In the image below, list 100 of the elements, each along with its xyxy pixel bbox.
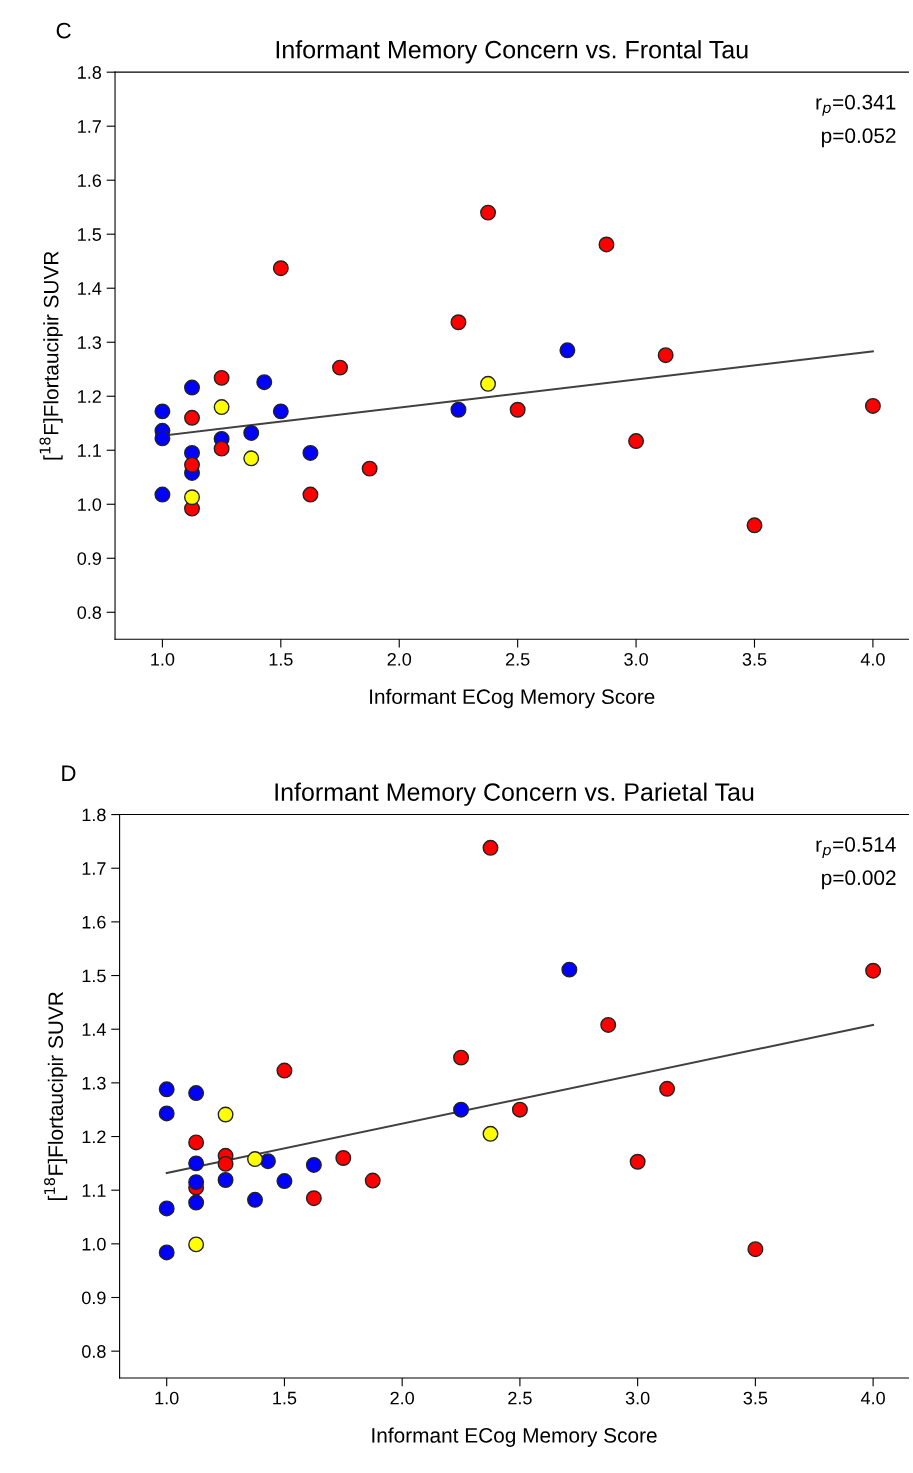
- y-tick-label: 0.8: [77, 606, 102, 619]
- point: [188, 1155, 205, 1172]
- point: [511, 1101, 528, 1118]
- y-axis-title: [$^{18}$F]Flortaucipir SUVR: [39, 251, 63, 460]
- x-tick-label: 3.0: [624, 652, 648, 666]
- point: [302, 444, 319, 461]
- point: [188, 1174, 205, 1191]
- point: [158, 1244, 175, 1261]
- x-tick-label: 1.0: [151, 652, 175, 666]
- annotation: p=0.002: [822, 870, 896, 890]
- chart-title: Informant Memory Concern vs. Parietal Tau: [275, 782, 754, 806]
- x-tick-label: 2.0: [390, 1391, 415, 1405]
- point: [154, 430, 171, 447]
- point: [450, 314, 467, 331]
- y-tick-label: 1.8: [78, 66, 102, 79]
- point: [213, 399, 230, 416]
- text: C: [56, 22, 71, 39]
- point: [509, 401, 526, 418]
- text: D: [62, 765, 76, 781]
- y-tick-label: 1.4: [78, 282, 102, 295]
- point: [217, 1155, 234, 1172]
- point: [659, 1080, 676, 1097]
- point: [361, 460, 378, 477]
- point: [864, 397, 881, 414]
- point: [188, 1085, 205, 1102]
- y-tick-label: 1.6: [82, 915, 106, 929]
- y-tick-label: 0.9: [82, 1291, 106, 1305]
- y-tick-label: 1.4: [82, 1023, 106, 1036]
- point: [364, 1172, 381, 1189]
- point: [305, 1156, 322, 1173]
- y-tick-label: 1.1: [78, 444, 101, 457]
- x-tick-label: 1.0: [155, 1391, 179, 1405]
- y-tick-label: 1.3: [78, 336, 102, 349]
- point: [629, 1153, 646, 1170]
- y-tick-label: 1.0: [82, 1237, 106, 1251]
- point: [217, 1106, 234, 1123]
- point: [600, 1016, 617, 1033]
- y-tick-label: 1.8: [82, 808, 106, 822]
- y-tick-label: 1.5: [82, 969, 106, 983]
- point: [598, 236, 615, 253]
- point: [243, 424, 260, 441]
- annotation: p=0.052: [822, 128, 896, 148]
- x-axis-title: Informant ECog Memory Score: [370, 688, 655, 709]
- point: [154, 486, 171, 503]
- point: [482, 1125, 499, 1142]
- point: [453, 1101, 470, 1118]
- point: [188, 1134, 205, 1151]
- point: [628, 433, 645, 450]
- point: [332, 359, 349, 376]
- y-tick-label: 1.2: [78, 390, 101, 403]
- x-tick-label: 3.5: [743, 1391, 768, 1405]
- y-tick-label: 0.9: [77, 552, 101, 565]
- x-tick-label: 2.5: [508, 1391, 532, 1405]
- x-tick-label: 2.0: [387, 652, 412, 666]
- point: [335, 1150, 352, 1166]
- annotation: r$_{p}$=0.514: [816, 837, 896, 859]
- point: [217, 1172, 234, 1188]
- point: [482, 839, 499, 856]
- point: [276, 1062, 293, 1079]
- annotation: r$_{p}$=0.341: [816, 94, 896, 116]
- point: [746, 517, 763, 534]
- point: [480, 204, 497, 221]
- x-axis-title: Informant ECog Memory Score: [372, 1427, 657, 1447]
- point: [188, 1236, 205, 1253]
- point: [305, 1190, 322, 1207]
- point: [302, 486, 319, 503]
- point: [450, 401, 467, 418]
- point: [256, 374, 273, 391]
- point: [276, 1173, 293, 1190]
- point: [188, 1194, 205, 1211]
- y-tick-label: 1.3: [82, 1076, 106, 1090]
- point: [272, 403, 289, 420]
- point: [184, 456, 200, 473]
- x-tick-label: 3.0: [625, 1391, 650, 1405]
- point: [213, 369, 230, 386]
- x-tick-label: 4.0: [860, 1391, 885, 1405]
- point: [243, 450, 260, 467]
- x-tick-label: 3.5: [742, 652, 767, 666]
- x-tick-label: 1.5: [273, 1391, 297, 1405]
- y-tick-label: 1.2: [82, 1130, 106, 1144]
- point: [213, 440, 230, 457]
- point: [154, 403, 171, 420]
- y-axis-title: [$^{18}$F]Flortaucipir SUVR: [44, 992, 68, 1200]
- y-tick-label: 1.7: [82, 862, 106, 875]
- point: [259, 1153, 276, 1170]
- point: [184, 379, 200, 396]
- point: [247, 1151, 263, 1168]
- x-tick-label: 4.0: [860, 652, 885, 666]
- point: [158, 1105, 175, 1122]
- point: [453, 1049, 470, 1066]
- y-tick-label: 1.5: [78, 228, 102, 241]
- x-tick-label: 1.5: [269, 653, 293, 666]
- point: [480, 375, 497, 392]
- point: [747, 1241, 764, 1258]
- point: [158, 1081, 175, 1098]
- point: [184, 409, 200, 426]
- point: [184, 489, 200, 506]
- x-tick-label: 2.5: [506, 652, 530, 666]
- point: [559, 342, 576, 359]
- point: [657, 347, 674, 364]
